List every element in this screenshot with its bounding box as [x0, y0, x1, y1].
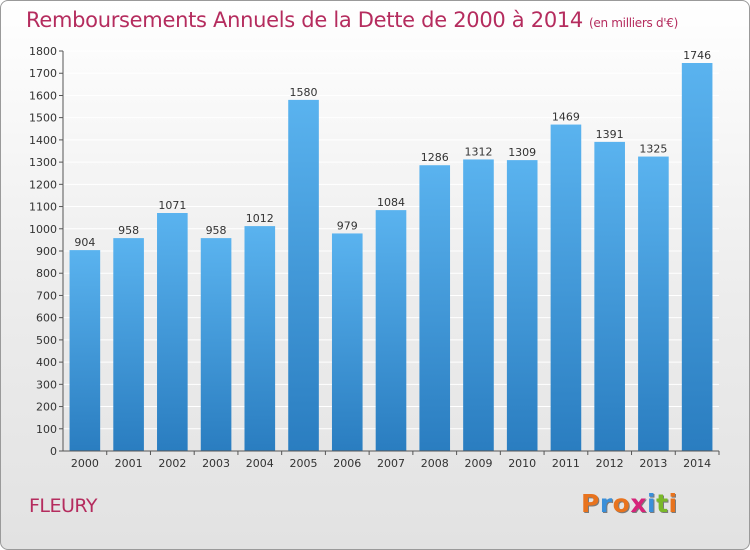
x-tick-label-2003: 2003 — [202, 457, 230, 470]
bar-2005 — [288, 99, 319, 451]
data-label-2005: 1580 — [290, 86, 318, 99]
y-tick-label: 1200 — [29, 178, 57, 191]
y-axis: 0 100 200 300 400 500 600 700 800 900 1000 1100 1200… — [29, 45, 64, 458]
logo-letter: x — [630, 489, 647, 518]
y-tick-label: 0 — [50, 445, 57, 458]
y-tick-label: 600 — [36, 312, 57, 325]
logo-letter: o — [612, 489, 631, 518]
y-tick-label: 1100 — [29, 201, 57, 214]
x-tick-label-2006: 2006 — [333, 457, 361, 470]
data-label-2010: 1309 — [508, 146, 536, 159]
bar-2000 — [69, 250, 101, 451]
x-tick-label-2010: 2010 — [508, 457, 536, 470]
x-axis: 2000 2001 2002 2003 2004 2005 2006 2007 2008 2009… — [63, 450, 720, 470]
x-tick-label-2012: 2012 — [596, 457, 624, 470]
y-tick-label: 1500 — [29, 112, 57, 125]
bar-2014 — [681, 63, 713, 451]
chart-title-text: Remboursements Annuels de la Dette de 20… — [26, 8, 583, 32]
x-tick-label-2008: 2008 — [421, 457, 449, 470]
bars: 904 958 1071 958 1012 1580 979 1084 1286 1312 1309… — [69, 49, 713, 452]
x-tick-label-2014: 2014 — [683, 457, 711, 470]
commune-name: FLEURY — [29, 495, 98, 517]
y-tick-label: 1400 — [29, 134, 57, 147]
chart-title: Remboursements Annuels de la Dette de 20… — [26, 8, 678, 32]
bar-2012 — [594, 141, 625, 451]
bar-2011 — [550, 124, 582, 452]
y-tick-label: 800 — [36, 267, 57, 280]
data-label-2013: 1325 — [639, 143, 667, 156]
bar-2008 — [419, 165, 451, 451]
bar-2003 — [200, 238, 232, 451]
y-tick-label: 1000 — [29, 223, 57, 236]
y-tick-label: 700 — [36, 289, 57, 302]
y-tick-label: 1300 — [29, 156, 57, 169]
bar-2010 — [506, 160, 538, 451]
logo-letter: r — [599, 489, 613, 518]
bar-2013 — [638, 156, 669, 452]
bar-2001 — [113, 238, 144, 451]
y-tick-label: 1800 — [29, 45, 57, 58]
x-tick-label-2001: 2001 — [115, 457, 143, 470]
data-label-2000: 904 — [74, 236, 95, 249]
bar-2004 — [244, 226, 276, 451]
data-label-2001: 958 — [118, 224, 139, 237]
proxiti-logo: Proxiti — [581, 489, 678, 518]
x-tick-label-2011: 2011 — [552, 457, 580, 470]
data-label-2009: 1312 — [464, 145, 492, 158]
y-tick-label: 300 — [36, 378, 57, 391]
logo-letter: i — [647, 489, 657, 518]
x-tick-label-2013: 2013 — [639, 457, 667, 470]
y-tick-label: 900 — [36, 245, 57, 258]
bar-2006 — [331, 233, 363, 451]
y-tick-label: 200 — [36, 401, 57, 414]
y-tick-label: 500 — [36, 334, 57, 347]
x-tick-label-2000: 2000 — [71, 457, 99, 470]
bar-2002 — [157, 213, 188, 451]
data-label-2007: 1084 — [377, 196, 405, 209]
chart-subtitle: (en milliers d'€) — [589, 16, 679, 30]
data-label-2003: 958 — [206, 224, 227, 237]
logo-letter: P — [581, 489, 600, 518]
y-tick-label: 100 — [36, 423, 57, 436]
logo-letter: i — [668, 489, 678, 518]
y-tick-label: 1600 — [29, 89, 57, 102]
logo-letter: t — [656, 489, 669, 518]
x-tick-label-2004: 2004 — [246, 457, 274, 470]
x-tick-label-2009: 2009 — [464, 457, 492, 470]
data-label-2002: 1071 — [158, 199, 186, 212]
data-label-2004: 1012 — [246, 212, 274, 225]
data-label-2011: 1469 — [552, 111, 580, 124]
data-label-2014: 1746 — [683, 49, 711, 62]
bar-2009 — [463, 159, 494, 451]
x-tick-label-2007: 2007 — [377, 457, 405, 470]
bar-2007 — [375, 210, 407, 451]
data-label-2008: 1286 — [421, 151, 449, 164]
y-tick-label: 1700 — [29, 67, 57, 80]
y-tick-label: 400 — [36, 356, 57, 369]
x-tick-label-2002: 2002 — [158, 457, 186, 470]
data-label-2006: 979 — [337, 219, 358, 232]
data-label-2012: 1391 — [596, 128, 624, 141]
x-tick-label-2005: 2005 — [290, 457, 318, 470]
